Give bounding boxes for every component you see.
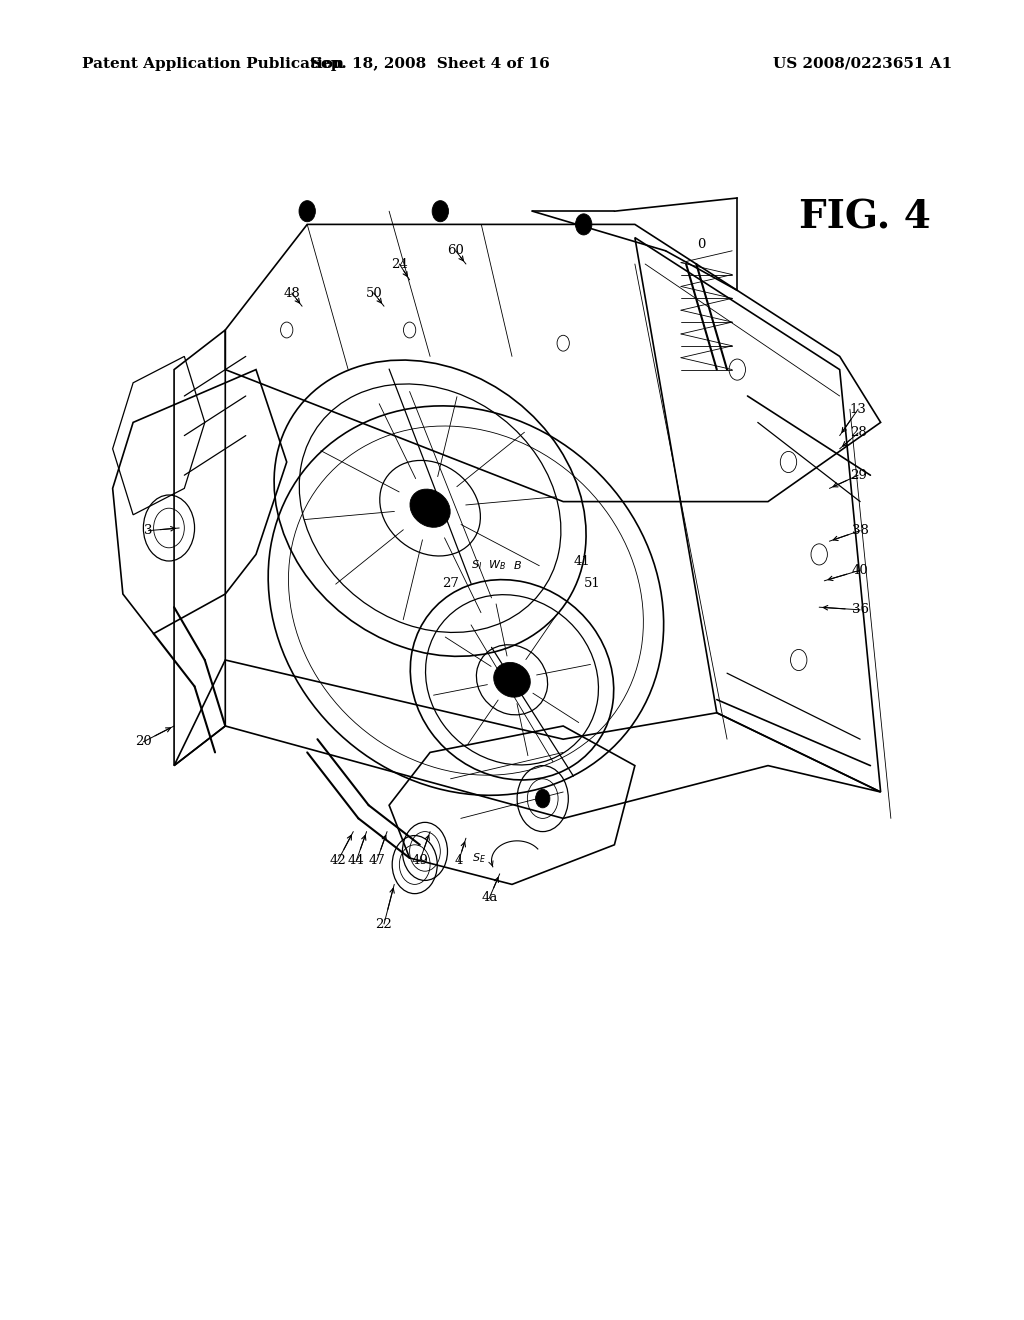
Text: 4: 4 <box>455 854 463 867</box>
Text: 48: 48 <box>284 286 300 300</box>
Circle shape <box>575 214 592 235</box>
Text: 3: 3 <box>144 524 153 537</box>
Text: 36: 36 <box>852 603 868 616</box>
Text: 60: 60 <box>447 244 464 257</box>
Text: 4a: 4a <box>481 891 498 904</box>
Text: 0: 0 <box>697 238 706 251</box>
Text: $B$: $B$ <box>513 558 521 572</box>
Text: $W_B$: $W_B$ <box>487 558 506 572</box>
Text: 29: 29 <box>850 469 866 482</box>
Circle shape <box>299 201 315 222</box>
Text: 13: 13 <box>850 403 866 416</box>
Text: 20: 20 <box>135 735 152 748</box>
Text: $S_E$: $S_E$ <box>472 851 486 865</box>
Text: 40: 40 <box>852 564 868 577</box>
Text: 47: 47 <box>369 854 385 867</box>
Text: 51: 51 <box>584 577 600 590</box>
Text: 28: 28 <box>850 426 866 440</box>
Text: $S_I$: $S_I$ <box>471 558 481 572</box>
Text: 42: 42 <box>330 854 346 867</box>
Circle shape <box>432 201 449 222</box>
Circle shape <box>536 789 550 808</box>
Text: 22: 22 <box>376 917 392 931</box>
Text: 41: 41 <box>573 554 590 568</box>
Text: Sep. 18, 2008  Sheet 4 of 16: Sep. 18, 2008 Sheet 4 of 16 <box>310 57 550 71</box>
Text: Patent Application Publication: Patent Application Publication <box>82 57 344 71</box>
Text: 50: 50 <box>366 286 382 300</box>
Ellipse shape <box>494 663 530 697</box>
Text: 49: 49 <box>412 854 428 867</box>
Text: 27: 27 <box>442 577 459 590</box>
Text: US 2008/0223651 A1: US 2008/0223651 A1 <box>773 57 952 71</box>
Text: 38: 38 <box>852 524 868 537</box>
Text: FIG. 4: FIG. 4 <box>800 199 931 236</box>
Text: 44: 44 <box>348 854 365 867</box>
Text: 24: 24 <box>391 257 408 271</box>
Ellipse shape <box>410 490 451 527</box>
